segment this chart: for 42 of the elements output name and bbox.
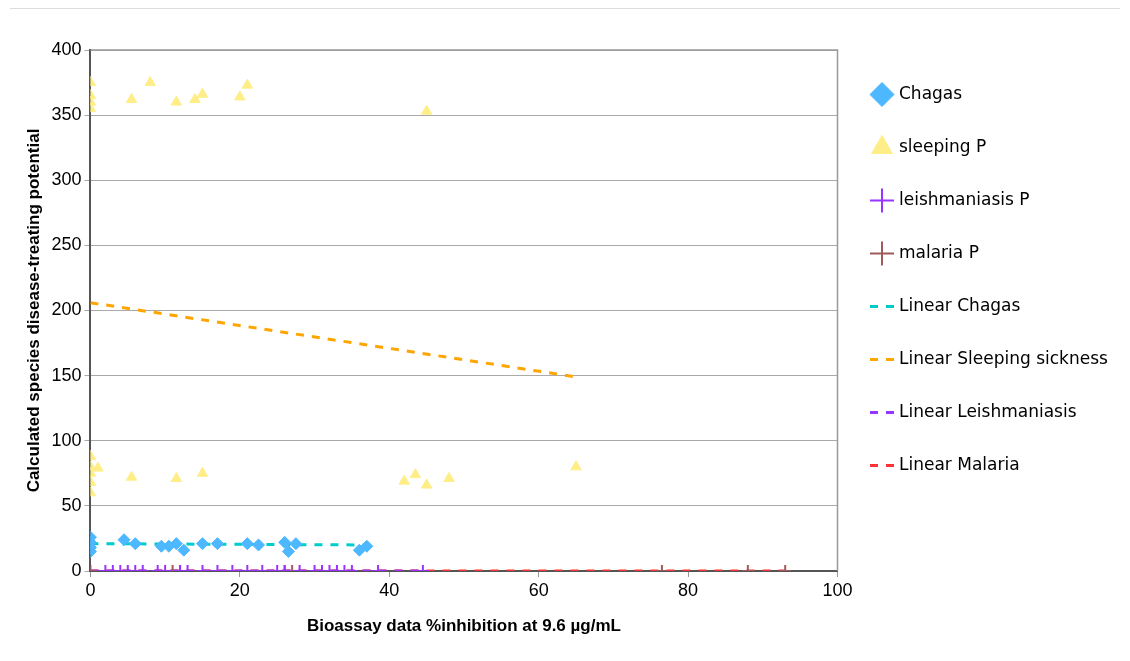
x-tick-label: 20 (229, 579, 250, 600)
point (170, 95, 183, 106)
point (234, 90, 246, 101)
point (189, 93, 201, 103)
y-axis-title: Calculated species disease-treating potential (23, 128, 43, 493)
point (170, 472, 183, 483)
point (196, 466, 209, 477)
legend-label: Linear Chagas (899, 294, 1021, 315)
point (570, 460, 582, 471)
point (196, 87, 209, 98)
y-tick-label: 350 (51, 104, 82, 125)
point (420, 104, 433, 115)
y-tick-label: 0 (71, 559, 82, 580)
x-tick-label: 0 (85, 579, 96, 600)
point (241, 78, 254, 89)
x-tick-label: 100 (822, 579, 853, 600)
legend-label: Linear Sleeping sickness (899, 347, 1109, 368)
legend-label: Linear Leishmaniasis (899, 400, 1077, 421)
x-tick-label: 60 (528, 579, 549, 600)
y-tick-label: 50 (61, 494, 82, 515)
point (409, 468, 422, 479)
x-tick-label: 80 (678, 579, 699, 600)
legend-label: leishmaniasis P (899, 188, 1030, 209)
point (92, 461, 104, 472)
point (420, 478, 433, 489)
y-tick-label: 300 (51, 169, 82, 190)
legend-label: Linear Malaria (899, 453, 1020, 474)
legend-label: malaria P (899, 241, 979, 262)
legend-label: sleeping P (899, 135, 987, 156)
y-tick-label: 200 (51, 299, 82, 320)
y-tick-label: 250 (51, 234, 82, 255)
y-tick-label: 400 (51, 38, 82, 59)
point (125, 93, 138, 103)
point (443, 472, 455, 483)
x-axis-title: Bioassay data %inhibition at 9.6 µg/mL (306, 616, 621, 636)
point (144, 76, 156, 87)
y-tick-label: 100 (51, 429, 82, 450)
point (125, 470, 138, 481)
x-tick-label: 40 (379, 579, 400, 600)
legend-label: Chagas (899, 82, 963, 103)
y-tick-label: 150 (51, 364, 82, 385)
point (398, 474, 410, 485)
